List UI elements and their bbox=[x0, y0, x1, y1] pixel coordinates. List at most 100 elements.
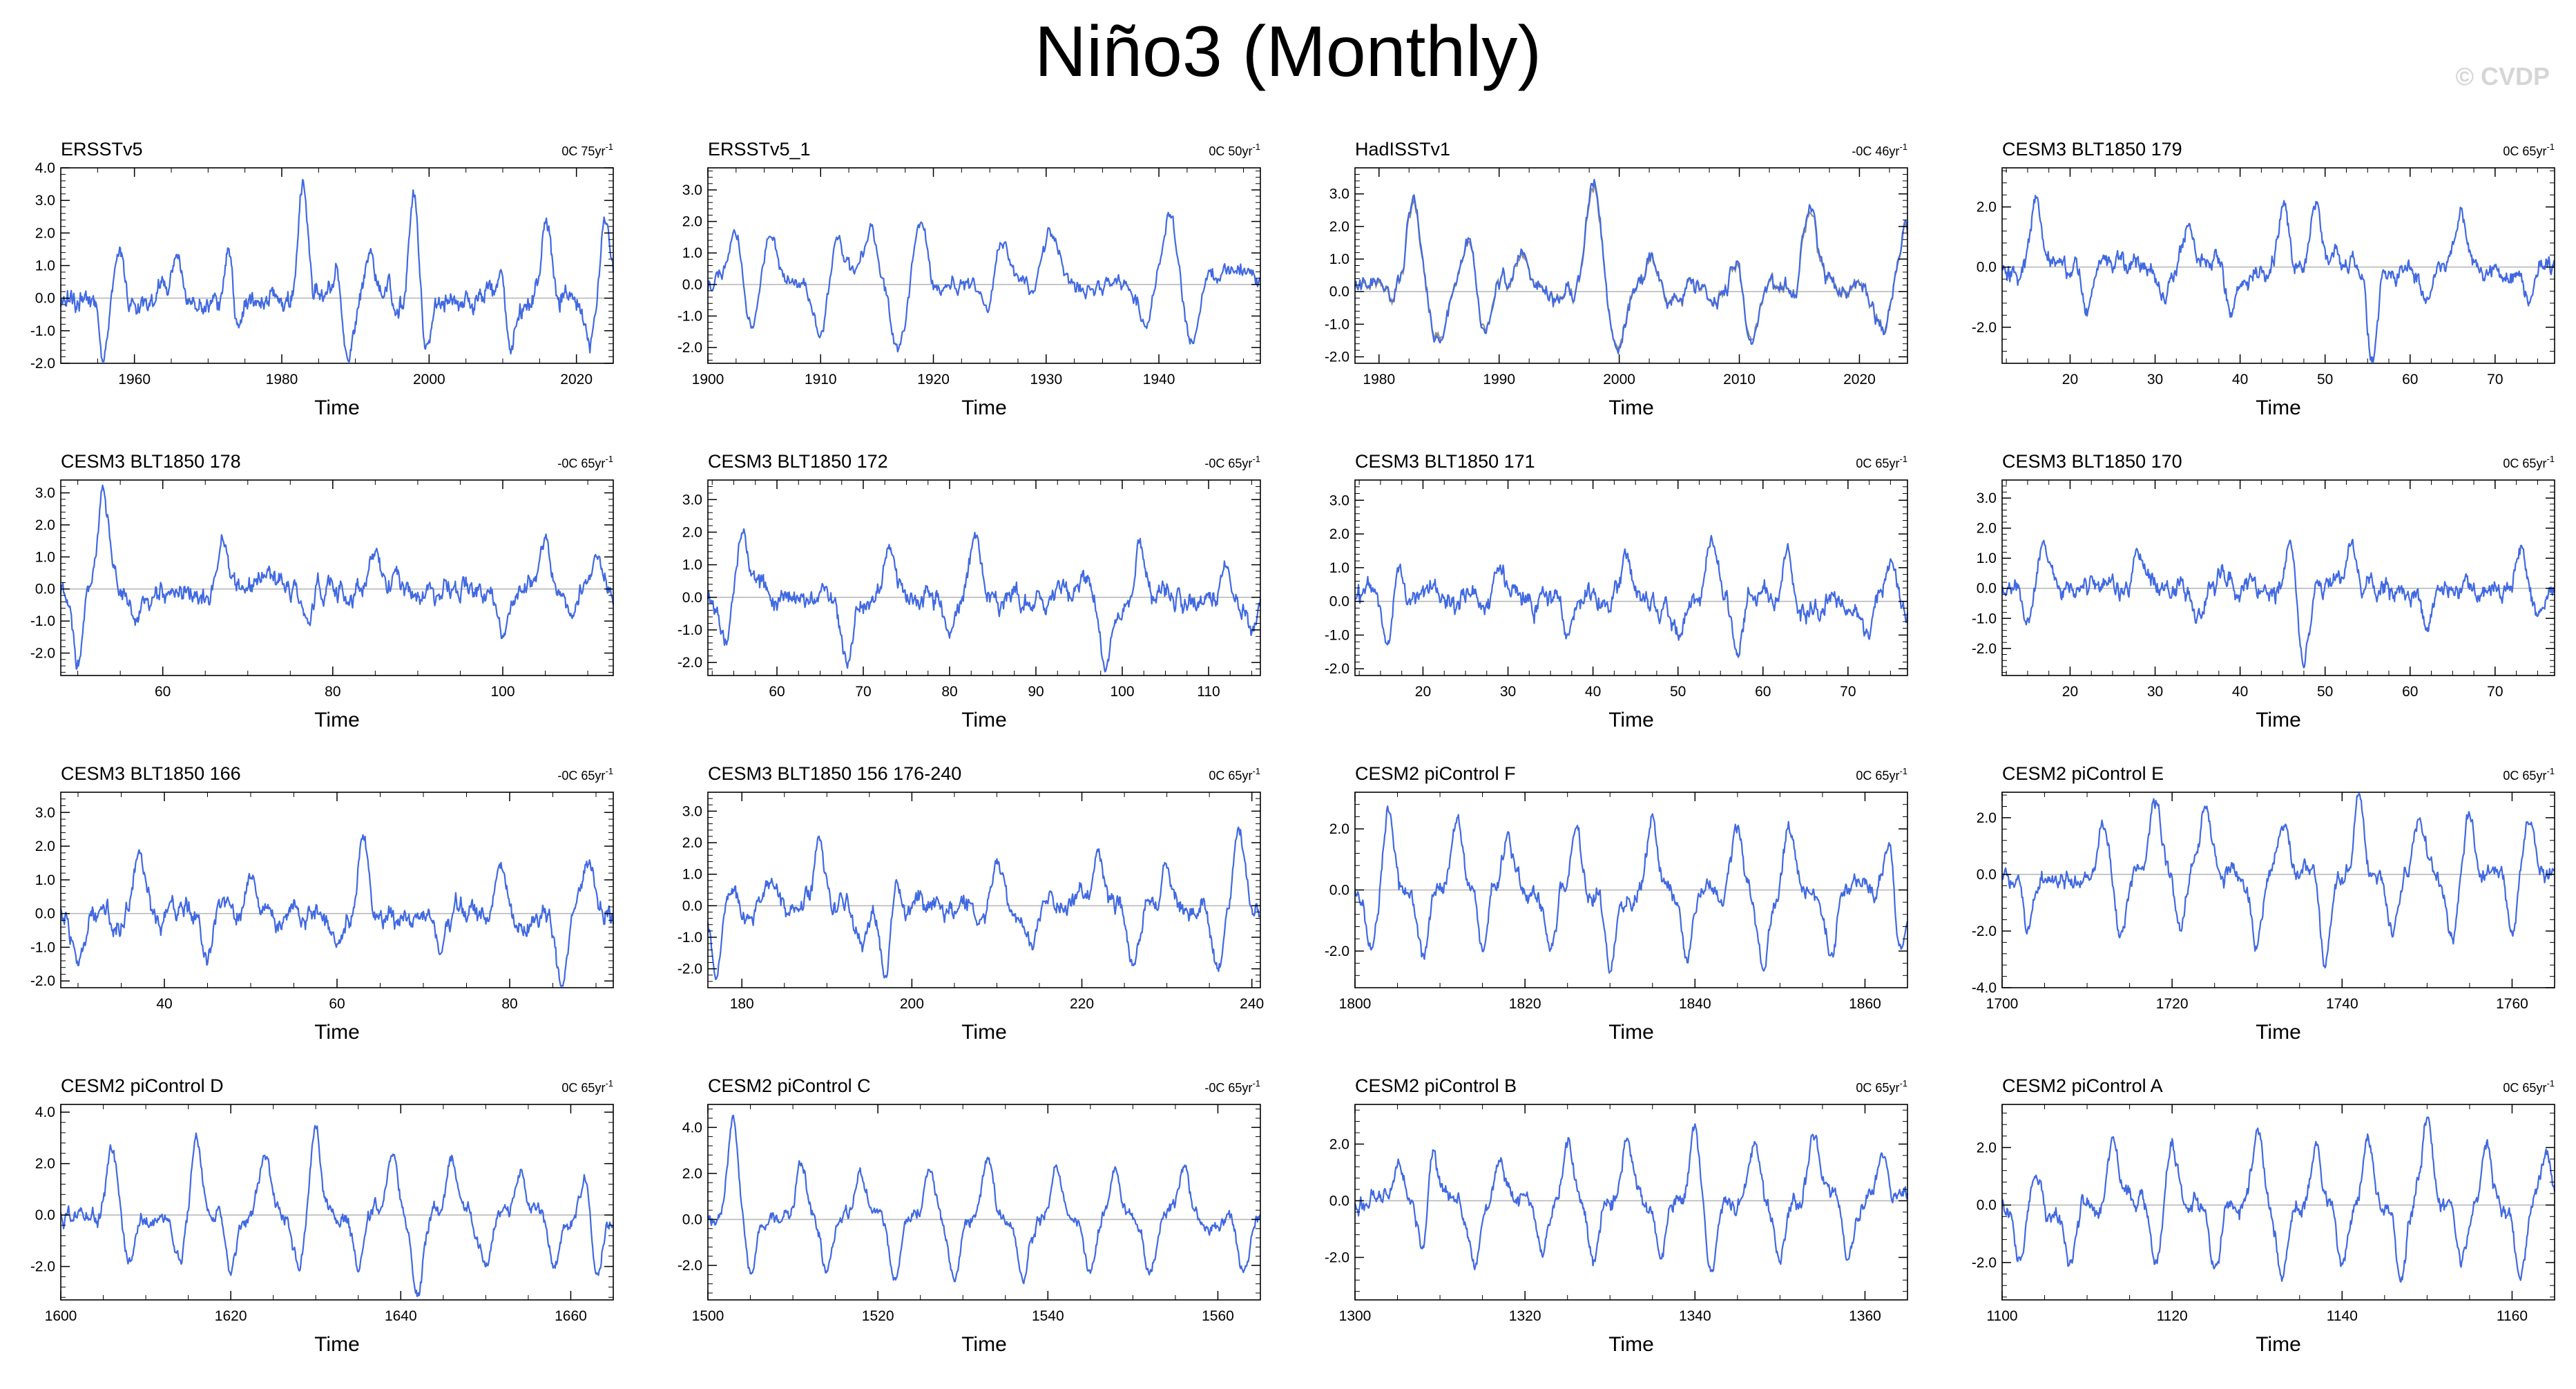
y-tick-label: 0.0 bbox=[35, 291, 55, 307]
x-tick-label: 1700 bbox=[1986, 996, 2019, 1012]
y-tick-label: -1.0 bbox=[677, 622, 702, 638]
x-tick-label: 1990 bbox=[1483, 372, 1515, 387]
plot-frame bbox=[707, 1104, 1261, 1301]
y-tick-label: -2.0 bbox=[30, 1259, 55, 1275]
x-tick-label: 1120 bbox=[2157, 1308, 2188, 1324]
x-tick-label: 1360 bbox=[1849, 1308, 1881, 1324]
y-tick-label: -1.0 bbox=[677, 309, 702, 325]
panel-title: ERSSTv5 bbox=[61, 139, 143, 160]
nino3-series-line bbox=[1354, 805, 1909, 974]
chart-panel: CESM3 BLT1850 178 -0C 65yr-1 60 80 100 -2.0 -1… bbox=[30, 451, 615, 731]
x-tick-label: 80 bbox=[325, 684, 340, 700]
y-tick-label: 1.0 bbox=[35, 872, 55, 888]
y-tick-label: -2.0 bbox=[30, 973, 55, 989]
plot-frame bbox=[2001, 792, 2555, 988]
y-tick-label: 0.0 bbox=[1977, 867, 1997, 883]
nino3-series-line bbox=[2001, 195, 2555, 363]
x-tick-label: 1160 bbox=[2497, 1308, 2528, 1324]
trend-label: 0C 65yr-1 bbox=[1856, 766, 1907, 783]
y-tick-label: -2.0 bbox=[677, 340, 702, 356]
y-tick-label: 1.0 bbox=[35, 549, 55, 565]
x-tick-label: 1740 bbox=[2326, 996, 2358, 1012]
x-tick-label: 1920 bbox=[917, 372, 950, 387]
chart-panel: CESM2 piControl F 0C 65yr-1 1800 1820 1840 18… bbox=[1325, 763, 1909, 1044]
x-tick-label: 2010 bbox=[1723, 372, 1756, 387]
nino3-series-line bbox=[707, 211, 1261, 353]
x-tick-label: 60 bbox=[1755, 684, 1771, 700]
y-tick-label: -1.0 bbox=[1972, 611, 1997, 626]
x-tick-label: 1860 bbox=[1849, 996, 1881, 1012]
x-tick-label: 1910 bbox=[805, 372, 837, 387]
y-tick-label: 0.0 bbox=[1977, 260, 1997, 276]
y-tick-label: -2.0 bbox=[1972, 641, 1997, 657]
x-tick-label: 1940 bbox=[1143, 372, 1175, 387]
y-tick-label: -2.0 bbox=[677, 961, 702, 977]
y-tick-label: 4.0 bbox=[682, 1120, 702, 1136]
chart-panel: CESM3 BLT1850 166 -0C 65yr-1 40 60 80 -2.0 -1.… bbox=[30, 763, 615, 1044]
y-tick-label: 2.0 bbox=[35, 225, 55, 241]
x-tick-label: 1340 bbox=[1679, 1308, 1711, 1324]
y-tick-label: 1.0 bbox=[682, 245, 702, 261]
x-axis-label: Time bbox=[314, 396, 360, 419]
trend-exponent: -1 bbox=[605, 142, 613, 152]
trend-exponent: -1 bbox=[1899, 454, 1907, 464]
plot-frame bbox=[2001, 167, 2555, 364]
x-tick-label: 60 bbox=[769, 684, 785, 700]
nino3-series-line bbox=[707, 826, 1261, 981]
chart-panel: CESM3 BLT1850 170 0C 65yr-1 20 30 40 50 60 70 -2… bbox=[1972, 451, 2556, 731]
y-tick-label: 0.0 bbox=[1977, 1198, 1997, 1214]
x-axis-label: Time bbox=[1608, 1021, 1654, 1044]
panel-title: CESM2 piControl C bbox=[708, 1075, 871, 1096]
y-tick-label: -2.0 bbox=[30, 356, 55, 372]
x-tick-label: 100 bbox=[1110, 684, 1134, 700]
figure-title: Niño3 (Monthly) bbox=[1034, 12, 1542, 92]
x-axis-label: Time bbox=[961, 1021, 1007, 1044]
x-axis-label: Time bbox=[1608, 1333, 1654, 1356]
panel-title: CESM2 piControl D bbox=[61, 1075, 224, 1096]
y-tick-label: 0.0 bbox=[35, 1207, 55, 1223]
y-tick-label: -1.0 bbox=[1325, 316, 1349, 332]
x-tick-label: 1960 bbox=[118, 372, 151, 387]
panel-title: CESM3 BLT1850 156 176-240 bbox=[708, 763, 961, 784]
chart-panel: CESM3 BLT1850 179 0C 65yr-1 20 30 40 50 60 70 -2… bbox=[1972, 139, 2555, 419]
x-tick-label: 1540 bbox=[1032, 1308, 1064, 1324]
y-tick-label: 3.0 bbox=[682, 803, 702, 819]
panel-title: CESM3 BLT1850 170 bbox=[2002, 451, 2182, 472]
x-axis-label: Time bbox=[314, 1333, 360, 1356]
x-tick-label: 60 bbox=[155, 684, 171, 700]
plot-frame bbox=[2001, 1104, 2555, 1301]
plot-frame bbox=[2001, 479, 2555, 676]
trend-exponent: -1 bbox=[605, 1078, 613, 1089]
trend-exponent: -1 bbox=[1252, 454, 1260, 464]
x-tick-label: 30 bbox=[2147, 372, 2163, 387]
y-tick-label: 4.0 bbox=[35, 1104, 55, 1120]
chart-panel: CESM3 BLT1850 156 176-240 0C 65yr-1 180 200… bbox=[677, 763, 1264, 1044]
y-tick-label: 3.0 bbox=[1329, 492, 1349, 508]
trend-label: 0C 65yr-1 bbox=[1856, 454, 1907, 470]
y-tick-label: -1.0 bbox=[30, 939, 55, 955]
y-tick-label: -2.0 bbox=[677, 655, 702, 671]
y-tick-label: 0.0 bbox=[682, 277, 702, 293]
x-tick-label: 30 bbox=[2147, 684, 2163, 700]
chart-panel: CESM2 piControl C -0C 65yr-1 1500 1520 1540 1… bbox=[677, 1075, 1262, 1356]
trend-exponent: -1 bbox=[1899, 1078, 1907, 1089]
x-tick-label: 40 bbox=[2232, 372, 2248, 387]
y-tick-label: 3.0 bbox=[1329, 186, 1349, 202]
x-axis-label: Time bbox=[2256, 709, 2301, 731]
copyright-label: © CVDP bbox=[2455, 62, 2550, 90]
y-tick-label: -2.0 bbox=[1325, 943, 1349, 959]
trend-exponent: -1 bbox=[2546, 1078, 2555, 1089]
trend-label: 0C 65yr-1 bbox=[2503, 766, 2555, 783]
trend-label: -0C 65yr-1 bbox=[1204, 1078, 1260, 1095]
y-tick-label: 1.0 bbox=[1329, 251, 1349, 267]
x-tick-label: 1760 bbox=[2496, 996, 2528, 1012]
trend-label: -0C 65yr-1 bbox=[557, 766, 613, 783]
y-tick-label: 0.0 bbox=[682, 898, 702, 914]
trend-exponent: -1 bbox=[2546, 142, 2555, 152]
x-tick-label: 1980 bbox=[1363, 372, 1395, 387]
x-tick-label: 20 bbox=[2062, 372, 2078, 387]
x-tick-label: 1100 bbox=[1986, 1308, 2017, 1324]
y-tick-label: 2.0 bbox=[1977, 521, 1997, 537]
y-tick-label: -2.0 bbox=[1325, 1249, 1349, 1265]
